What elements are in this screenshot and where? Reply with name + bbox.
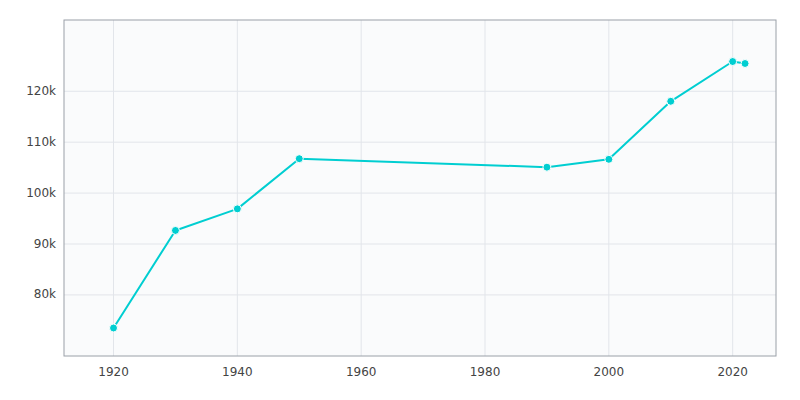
x-tick-label: 1920 xyxy=(98,365,129,379)
x-grid-line xyxy=(361,20,362,356)
x-grid-line xyxy=(485,20,486,356)
axes: 80k 90k 100k 110k 120k 1920 1940 1960 1980 2000 20… xyxy=(26,20,776,379)
plot-background xyxy=(64,20,776,356)
plot-frame xyxy=(64,20,776,356)
point-marker xyxy=(171,226,179,234)
y-tick-label: 80k xyxy=(34,287,56,301)
x-tick-label: 2000 xyxy=(594,365,625,379)
x-grid-line xyxy=(732,20,733,356)
point-marker xyxy=(233,205,241,213)
x-grid-line xyxy=(237,20,238,356)
chart-container: 80k 90k 100k 110k 120k 1920 1940 1960 1980 2000 20… xyxy=(0,0,800,400)
chart-svg: 80k 90k 100k 110k 120k 1920 1940 1960 1980 2000 20… xyxy=(0,0,800,400)
grid xyxy=(64,20,776,356)
y-grid-line xyxy=(64,294,776,295)
point-marker xyxy=(741,59,749,67)
y-grid-line xyxy=(64,244,776,245)
x-tick-label: 1960 xyxy=(346,365,377,379)
y-tick-label: 90k xyxy=(34,237,56,251)
point-marker xyxy=(295,155,303,163)
x-grid-line xyxy=(608,20,609,356)
point-marker xyxy=(605,155,613,163)
point-marker xyxy=(543,163,551,171)
y-tick-label: 110k xyxy=(26,135,56,149)
y-tick-label: 120k xyxy=(26,84,56,98)
x-tick-label: 1980 xyxy=(470,365,501,379)
series xyxy=(110,58,750,332)
y-grid-line xyxy=(64,91,776,92)
population-line xyxy=(114,62,746,328)
point-marker xyxy=(667,97,675,105)
x-tick-label: 1940 xyxy=(222,365,253,379)
x-tick-label: 2020 xyxy=(717,365,748,379)
x-grid-line xyxy=(113,20,114,356)
y-grid-line xyxy=(64,193,776,194)
y-grid-line xyxy=(64,142,776,143)
y-tick-label: 100k xyxy=(26,186,56,200)
point-marker xyxy=(729,58,737,66)
point-marker xyxy=(110,324,118,332)
